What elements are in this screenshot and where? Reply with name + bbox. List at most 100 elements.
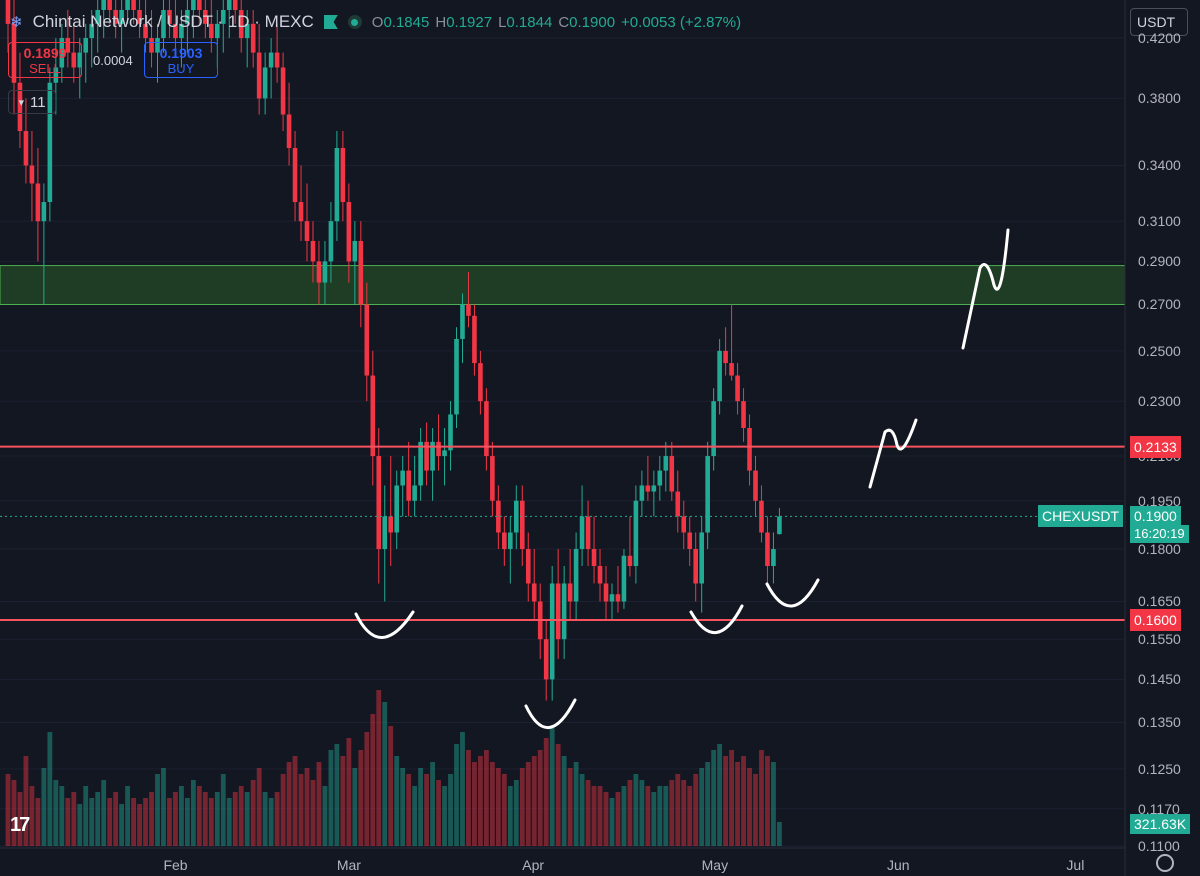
ohlc-values: O0.1845 H0.1927 L0.1844 C0.1900 +0.0053 … bbox=[372, 14, 741, 31]
volume-bar bbox=[185, 798, 190, 846]
candle bbox=[250, 10, 256, 68]
candle bbox=[71, 23, 77, 83]
price-axis-label: 0.1650 bbox=[1138, 593, 1181, 610]
candle bbox=[747, 414, 752, 486]
candle bbox=[687, 516, 693, 567]
volume-bar bbox=[693, 774, 699, 846]
volume-bar bbox=[286, 762, 292, 846]
buy-button[interactable]: 0.1903 BUY bbox=[144, 42, 218, 78]
drawing-up-arrow[interactable] bbox=[961, 228, 1010, 350]
candle bbox=[657, 456, 663, 501]
volume-bar bbox=[573, 762, 579, 846]
volume-bar bbox=[322, 786, 328, 846]
volume-bar bbox=[53, 780, 59, 846]
candle bbox=[23, 98, 29, 184]
volume-bar bbox=[316, 762, 322, 846]
currency-label: USDT bbox=[1137, 14, 1176, 30]
candle bbox=[298, 165, 304, 241]
candle bbox=[424, 422, 429, 486]
candle bbox=[591, 516, 597, 584]
candle bbox=[220, 0, 226, 53]
candle bbox=[256, 23, 262, 115]
volume-bar bbox=[29, 786, 35, 846]
candle bbox=[226, 0, 232, 39]
volume-bar bbox=[747, 768, 752, 846]
volume-bar bbox=[149, 792, 154, 846]
volume-bar bbox=[472, 762, 477, 846]
volume-bar bbox=[729, 750, 734, 846]
candle bbox=[484, 388, 489, 471]
candle bbox=[286, 82, 292, 166]
candle bbox=[101, 0, 106, 39]
candle bbox=[107, 0, 112, 24]
volume-bar bbox=[208, 798, 214, 846]
candle bbox=[358, 221, 364, 328]
market-status-icon[interactable] bbox=[347, 15, 362, 29]
supply-zone[interactable] bbox=[0, 265, 1126, 305]
support-price-tag: 0.1600 bbox=[1130, 609, 1181, 632]
volume-bar bbox=[585, 780, 591, 846]
volume-bar bbox=[161, 768, 166, 846]
price-axis-label: 0.2900 bbox=[1138, 253, 1181, 270]
volume-bar bbox=[244, 792, 250, 846]
time-axis-label: Mar bbox=[336, 857, 361, 873]
tradingview-logo[interactable]: 17 bbox=[10, 814, 30, 836]
hand-drawings[interactable] bbox=[354, 228, 1010, 729]
volume-bar bbox=[292, 756, 298, 846]
indicators-toggle[interactable]: ▾ 11 bbox=[8, 90, 56, 114]
volume-bar bbox=[155, 774, 160, 846]
candle bbox=[394, 470, 399, 550]
volume-bar bbox=[759, 750, 764, 846]
indicators-count: 11 bbox=[29, 93, 46, 111]
candle bbox=[496, 485, 501, 550]
volume-bar bbox=[603, 792, 609, 846]
sell-button[interactable]: 0.1899 SELL bbox=[8, 42, 82, 78]
candle bbox=[137, 0, 142, 39]
candle bbox=[244, 10, 250, 68]
volume-bar bbox=[627, 780, 633, 846]
candle bbox=[514, 485, 519, 550]
volume-bar bbox=[382, 702, 388, 846]
drawing-up-arrow[interactable] bbox=[868, 418, 918, 489]
candle bbox=[274, 23, 280, 83]
currency-button[interactable]: USDT bbox=[1130, 8, 1188, 36]
buy-price: 0.1903 bbox=[159, 45, 203, 61]
candle bbox=[262, 52, 268, 115]
volume-bar bbox=[113, 792, 119, 846]
drawing-bottom-curve[interactable] bbox=[524, 698, 577, 729]
candle bbox=[490, 441, 495, 517]
candle bbox=[376, 428, 382, 584]
candle bbox=[466, 271, 471, 328]
drawing-bottom-curve[interactable] bbox=[765, 578, 820, 608]
candle bbox=[155, 23, 160, 83]
candle bbox=[203, 0, 208, 39]
volume-bar bbox=[376, 690, 382, 846]
volume-bar bbox=[370, 714, 376, 846]
volume-bar bbox=[107, 798, 113, 846]
candle bbox=[759, 485, 764, 543]
price-axis-label: 0.3100 bbox=[1138, 213, 1181, 230]
symbol-title[interactable]: Chintai Network / USDT · 1D · MEXC bbox=[32, 12, 314, 31]
candles bbox=[5, 0, 782, 701]
volume-bar bbox=[567, 768, 573, 846]
volume-bar bbox=[699, 768, 705, 846]
candle bbox=[777, 507, 782, 535]
volume-bar bbox=[125, 786, 130, 846]
drawing-bottom-curve[interactable] bbox=[354, 610, 415, 639]
drawing-bottom-curve[interactable] bbox=[689, 604, 744, 634]
volume-tag: 321.63K bbox=[1130, 814, 1191, 834]
candle bbox=[735, 363, 740, 415]
volume-bar bbox=[525, 762, 531, 846]
volume-bar bbox=[675, 774, 681, 846]
settings-icon[interactable] bbox=[1156, 854, 1174, 872]
flag-icon[interactable] bbox=[323, 15, 338, 29]
candle bbox=[412, 456, 417, 517]
candle bbox=[292, 131, 298, 222]
candle bbox=[531, 549, 537, 621]
volume-bar bbox=[621, 786, 627, 846]
candle bbox=[454, 327, 459, 428]
price-axis-label: 0.1950 bbox=[1138, 492, 1181, 509]
volume-bar bbox=[436, 780, 441, 846]
candle bbox=[729, 304, 734, 381]
